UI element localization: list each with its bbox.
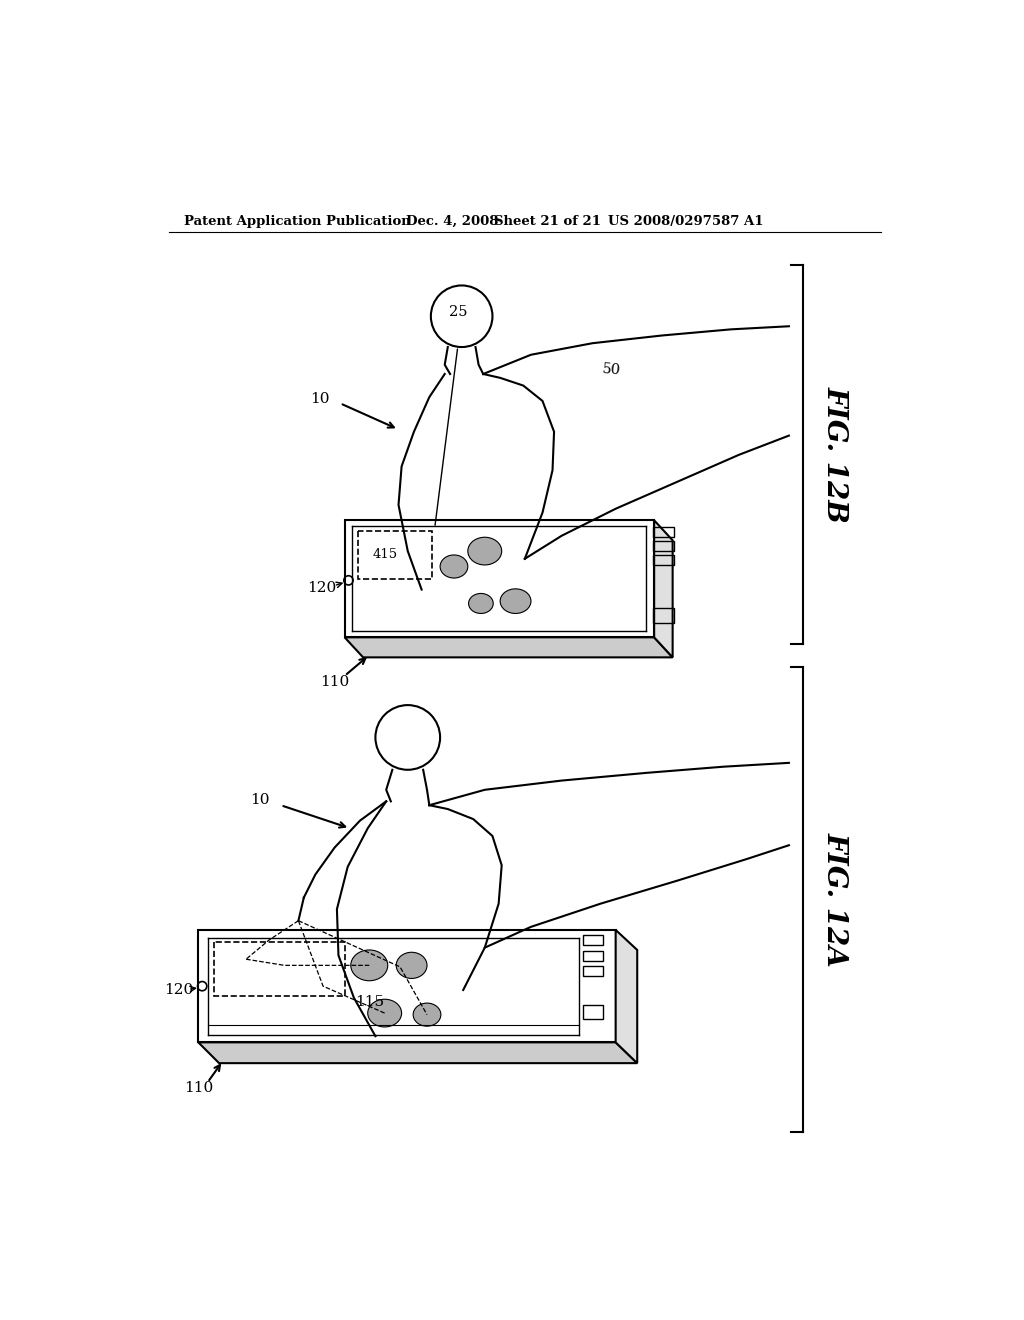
Text: 120: 120 [307,581,336,595]
Text: 10: 10 [309,392,330,405]
Ellipse shape [351,950,388,981]
Ellipse shape [368,999,401,1027]
Polygon shape [199,1043,637,1063]
Ellipse shape [440,554,468,578]
Text: Dec. 4, 2008: Dec. 4, 2008 [407,215,499,228]
Ellipse shape [500,589,531,614]
Polygon shape [199,929,615,1043]
Text: Patent Application Publication: Patent Application Publication [184,215,412,228]
Ellipse shape [396,952,427,978]
Text: Sheet 21 of 21: Sheet 21 of 21 [494,215,601,228]
Text: 10: 10 [250,793,269,807]
Text: 25: 25 [450,305,468,319]
Text: FIG. 12B: FIG. 12B [821,385,849,523]
Text: 110: 110 [183,1081,213,1094]
Bar [652,527,674,537]
Ellipse shape [469,594,494,614]
Text: 120: 120 [164,983,193,997]
Text: 50: 50 [602,363,622,378]
Polygon shape [615,929,637,1063]
Bar [584,1006,603,1019]
Text: 115: 115 [354,994,384,1008]
Bar [652,554,674,565]
Polygon shape [654,520,673,657]
Text: 110: 110 [319,675,349,689]
Text: 415: 415 [372,548,397,561]
Ellipse shape [413,1003,441,1026]
Bar [584,950,603,961]
Bar [652,541,674,552]
Bar [584,936,603,945]
Bar [584,966,603,977]
Polygon shape [345,638,673,657]
Text: FIG. 12A: FIG. 12A [821,832,849,966]
Text: US 2008/0297587 A1: US 2008/0297587 A1 [608,215,764,228]
Polygon shape [345,520,654,638]
Ellipse shape [468,537,502,565]
Bar [652,609,674,623]
